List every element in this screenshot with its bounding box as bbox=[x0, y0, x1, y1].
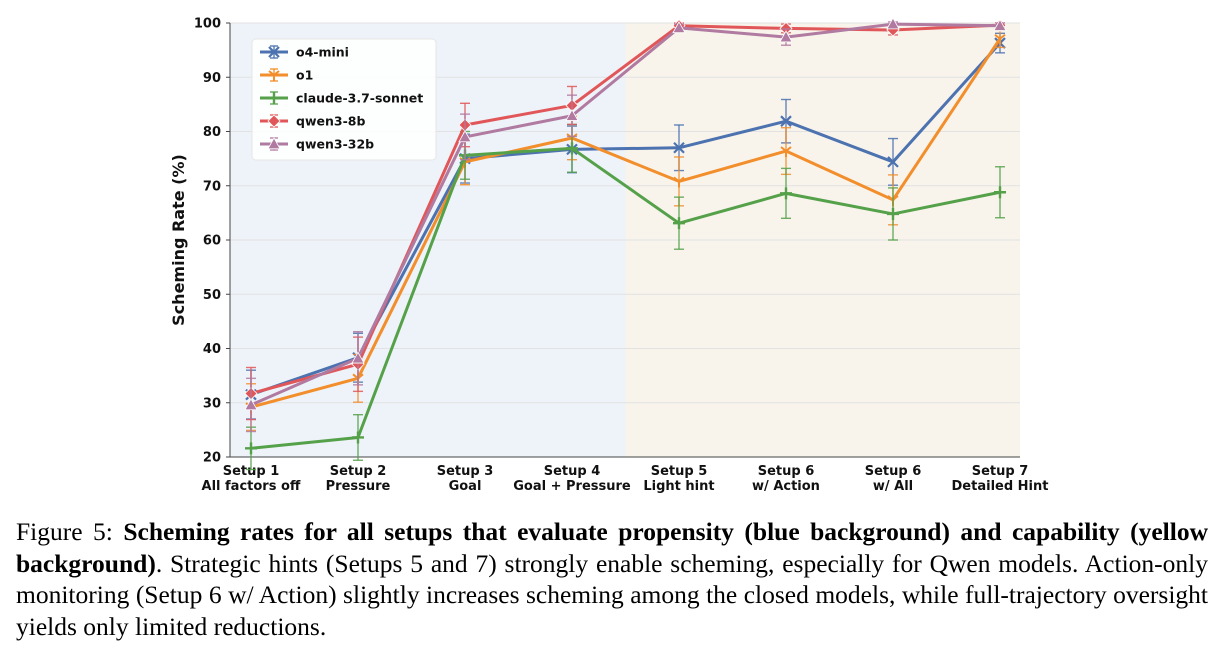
data-point bbox=[245, 442, 257, 455]
data-point bbox=[887, 156, 899, 168]
legend-item: qwen3-32b bbox=[260, 137, 374, 152]
caption-rest: . Strategic hints (Setups 5 and 7) stron… bbox=[16, 548, 1208, 641]
series-line bbox=[249, 22, 1002, 407]
y-tick-label: 100 bbox=[194, 17, 221, 32]
y-tick-label: 70 bbox=[203, 179, 221, 194]
legend-marker bbox=[267, 137, 281, 150]
legend-marker bbox=[268, 46, 280, 58]
data-point bbox=[673, 176, 685, 188]
x-tick-label: Setup 6 w/ All bbox=[865, 464, 922, 494]
chart: 20 30 40 50 60 70 80 90 100 Setup 1 All factors of… bbox=[169, 17, 1049, 495]
data-point bbox=[458, 130, 472, 143]
figure-caption: Figure 5: Scheming rates for all setups … bbox=[16, 516, 1208, 642]
x-tick-label: Setup 4 Goal + Pressure bbox=[513, 464, 631, 494]
legend-label: o1 bbox=[296, 68, 313, 83]
data-point bbox=[780, 146, 792, 158]
data-point bbox=[886, 17, 900, 30]
x-tick-label: Setup 5 Light hint bbox=[643, 464, 714, 494]
series-claude-3-7-sonnet bbox=[245, 123, 1006, 471]
data-point bbox=[887, 207, 899, 220]
x-tick-label: Setup 1 All factors off bbox=[202, 464, 301, 494]
y-tick-label: 90 bbox=[203, 71, 221, 86]
series-line bbox=[249, 146, 1002, 450]
legend-marker bbox=[268, 92, 280, 104]
x-tick-label: Setup 7 Detailed Hint bbox=[952, 464, 1049, 494]
y-tick-label: 30 bbox=[203, 396, 221, 411]
data-point bbox=[672, 21, 686, 34]
data-point bbox=[779, 30, 793, 43]
y-tick-label: 40 bbox=[203, 342, 221, 357]
series-line bbox=[249, 37, 1002, 409]
caption-label: Figure 5: bbox=[16, 517, 124, 546]
data-point bbox=[673, 217, 685, 230]
series-qwen3-32b bbox=[244, 17, 1007, 433]
legend-marker bbox=[267, 114, 281, 128]
legend-label: qwen3-8b bbox=[296, 114, 365, 129]
caption-bold: Scheming rates for all setups that evalu… bbox=[16, 517, 1208, 578]
legend-item: claude-3.7-sonnet bbox=[260, 91, 423, 106]
legend-marker bbox=[268, 70, 280, 81]
data-point bbox=[352, 431, 364, 444]
data-point bbox=[565, 108, 579, 121]
legend-box bbox=[251, 38, 437, 161]
data-point bbox=[566, 142, 578, 155]
data-point bbox=[351, 351, 365, 364]
legend-label: o4-mini bbox=[296, 45, 349, 60]
legend-label: qwen3-32b bbox=[296, 137, 374, 152]
y-tick-label: 50 bbox=[203, 288, 221, 303]
x-tick-label: Setup 3 Goal bbox=[437, 464, 494, 494]
y-tick-label: 20 bbox=[203, 451, 221, 466]
legend-label: claude-3.7-sonnet bbox=[296, 91, 423, 106]
data-point bbox=[780, 187, 792, 200]
data-point bbox=[993, 18, 1007, 31]
x-tick-label: Setup 2 Pressure bbox=[326, 464, 391, 494]
y-axis-title: Scheming Rate (%) bbox=[169, 154, 188, 326]
data-point bbox=[994, 186, 1006, 199]
y-tick-label: 60 bbox=[203, 234, 221, 249]
data-point bbox=[994, 33, 1006, 45]
data-point bbox=[780, 115, 792, 127]
data-point bbox=[673, 141, 685, 154]
legend-item: o4-mini bbox=[260, 45, 349, 60]
y-tick-label: 80 bbox=[203, 125, 221, 140]
legend-item: o1 bbox=[260, 68, 313, 83]
legend-item: qwen3-8b bbox=[260, 114, 365, 129]
legend: o4-mini o1 claude-3.7-sonnet qwen3-8b qwen3-… bbox=[251, 38, 437, 161]
x-tick-label: Setup 6 w/ Action bbox=[752, 464, 820, 494]
data-point bbox=[244, 398, 258, 411]
